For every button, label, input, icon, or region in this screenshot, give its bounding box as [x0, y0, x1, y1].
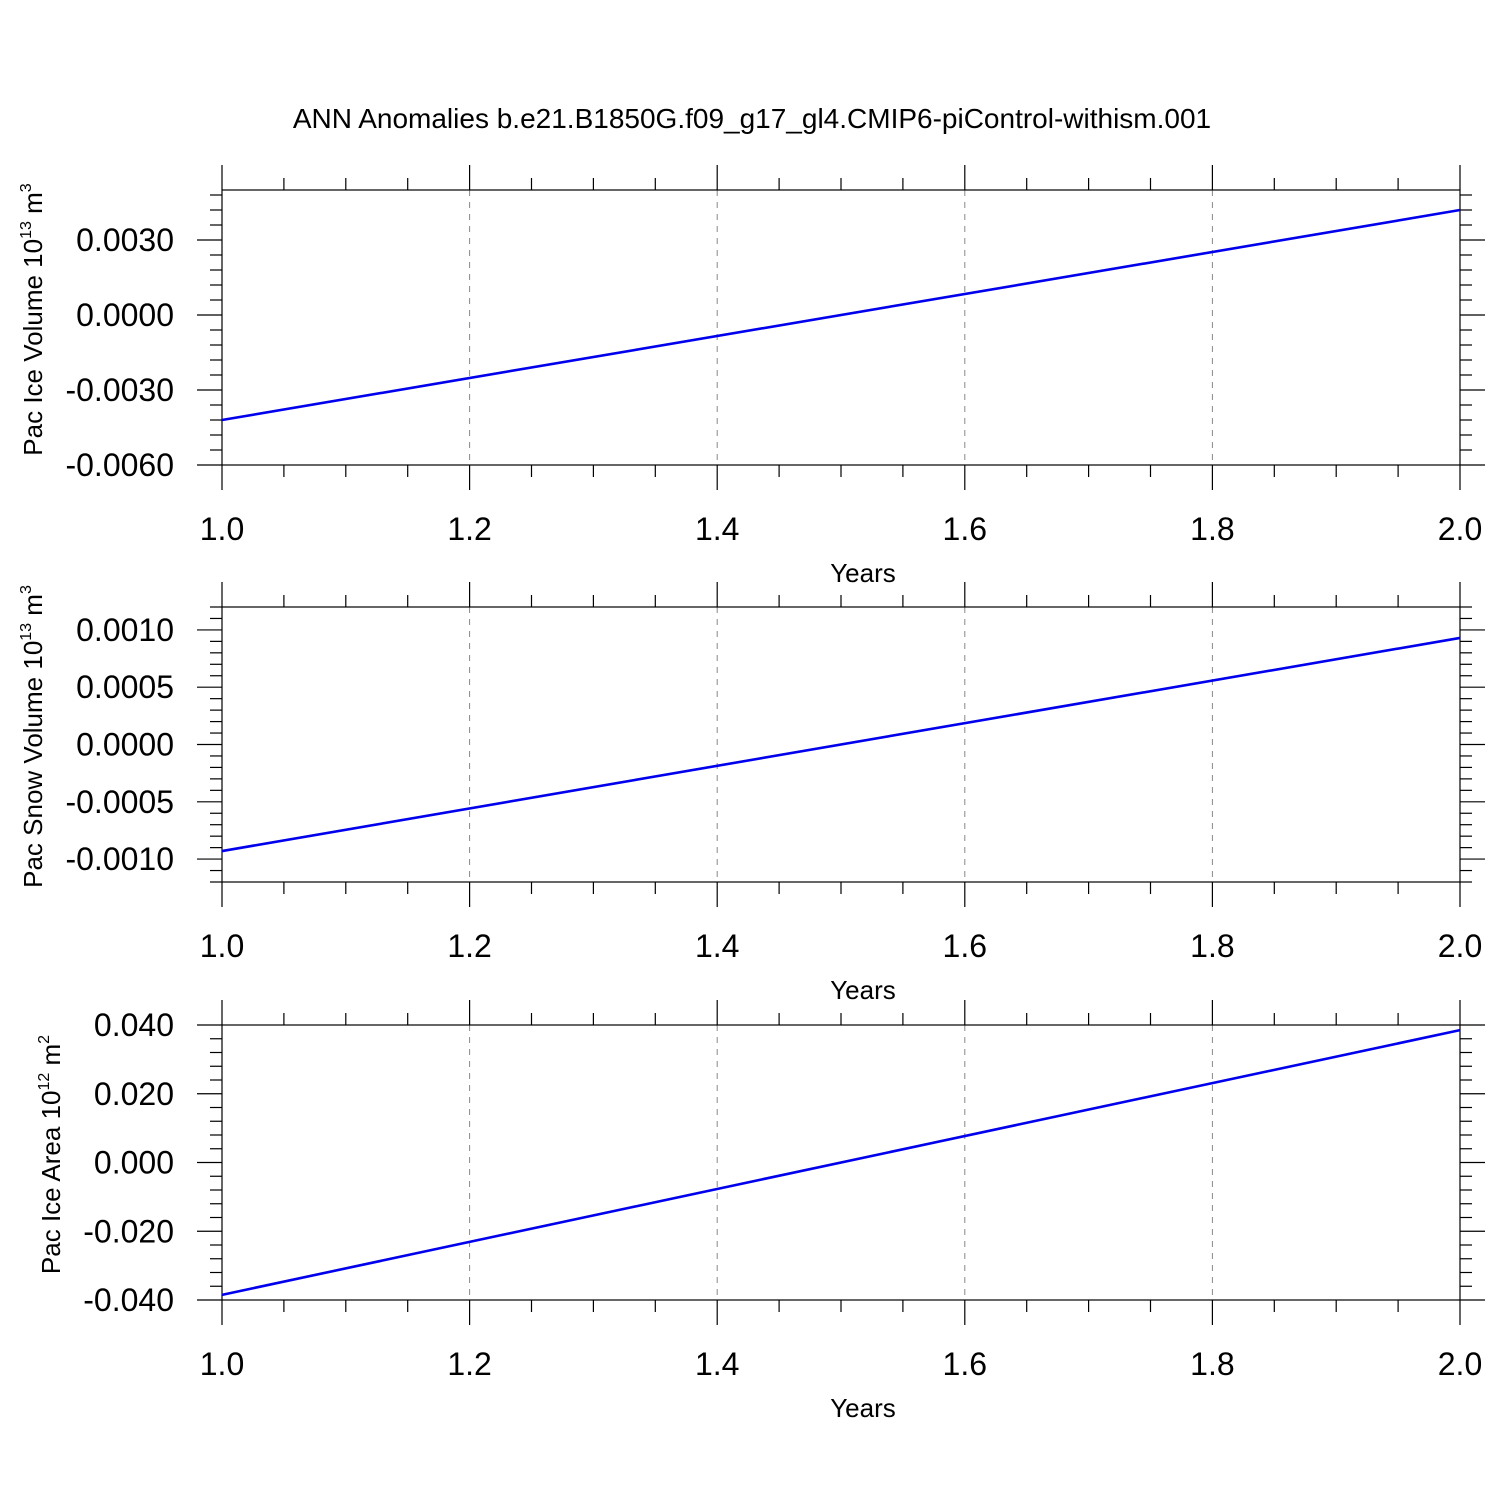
x-tick-label: 1.2: [447, 928, 491, 964]
y-tick-label: 0.0030: [76, 222, 174, 258]
y-axis-label-exponent: 13: [18, 623, 35, 641]
y-axis-label-text: Pac Ice Area 10: [36, 1091, 66, 1275]
y-axis-label-exponent: 13: [18, 221, 35, 239]
x-tick-label: 1.0: [200, 1346, 244, 1382]
y-tick-label: -0.020: [83, 1213, 174, 1249]
y-tick-label: -0.0030: [65, 372, 174, 408]
y-tick-label: 0.020: [94, 1076, 174, 1112]
x-axis-label: Years: [830, 558, 896, 588]
series-line: [221, 1028, 1461, 1297]
y-axis-label-unit-exponent: 2: [36, 1035, 53, 1044]
panel-1: 1.0 1.2 1.4 1.6 1.8 2.0 -0.0060 -0.0030 0.0000 0.…: [18, 165, 1485, 588]
x-tick-label: 1.6: [943, 928, 987, 964]
y-axis-label-text: Pac Snow Volume 10: [18, 641, 48, 888]
y-axis-label-unit-exponent: 3: [18, 585, 35, 594]
x-tick-label: 1.6: [943, 511, 987, 547]
x-tick-label: 1.8: [1190, 1346, 1234, 1382]
y-axis-label: Pac Ice Area 1012 m2: [36, 1035, 66, 1274]
y-tick-label: -0.0010: [65, 841, 174, 877]
y-tick-label: 0.0000: [76, 727, 174, 763]
x-tick-label: 1.8: [1190, 928, 1234, 964]
x-tick-label: 2.0: [1438, 1346, 1482, 1382]
y-tick-label: 0.0005: [76, 669, 174, 705]
panel-3: 1.0 1.2 1.4 1.6 1.8 2.0 -0.040 -0.020 0.000 0.020…: [36, 1000, 1485, 1423]
x-tick-label: 1.8: [1190, 511, 1234, 547]
panels: 1.0 1.2 1.4 1.6 1.8 2.0 -0.0060 -0.0030 0.0000 0.…: [18, 165, 1485, 1423]
x-tick-label: 1.4: [695, 511, 739, 547]
x-tick-label: 1.0: [200, 511, 244, 547]
y-tick-label: -0.0005: [65, 784, 174, 820]
y-tick-label: 0.000: [94, 1145, 174, 1181]
x-tick-label: 1.0: [200, 928, 244, 964]
x-tick-label: 1.6: [943, 1346, 987, 1382]
y-tick-label: -0.040: [83, 1282, 174, 1318]
figure-title: ANN Anomalies b.e21.B1850G.f09_g17_gl4.C…: [293, 103, 1211, 134]
y-axis-label-text: Pac Ice Volume 10: [18, 239, 48, 456]
y-axis-label-unit: m: [18, 192, 48, 221]
x-tick-label: 1.4: [695, 1346, 739, 1382]
y-axis-label: Pac Snow Volume 1013 m3: [18, 585, 48, 888]
y-tick-label: 0.040: [94, 1007, 174, 1043]
series-line: [221, 636, 1461, 853]
y-tick-label: -0.0060: [65, 447, 174, 483]
y-tick-label: 0.0000: [76, 297, 174, 333]
y-axis-label-unit: m: [18, 594, 48, 623]
x-tick-label: 2.0: [1438, 928, 1482, 964]
y-axis-label-exponent: 12: [36, 1073, 53, 1091]
x-tick-label: 1.4: [695, 928, 739, 964]
x-axis-label: Years: [830, 1393, 896, 1423]
y-axis-label: Pac Ice Volume 1013 m3: [18, 183, 48, 456]
series-line: [221, 208, 1461, 422]
x-tick-label: 2.0: [1438, 511, 1482, 547]
y-tick-label: 0.0010: [76, 612, 174, 648]
x-tick-label: 1.2: [447, 511, 491, 547]
x-axis-label: Years: [830, 975, 896, 1005]
panel-2: 1.0 1.2 1.4 1.6 1.8 2.0 -0.0010 -0.0005 0.0000 0.…: [18, 582, 1485, 1005]
y-axis-label-unit-exponent: 3: [18, 183, 35, 192]
y-axis-label-unit: m: [36, 1044, 66, 1073]
x-tick-label: 1.2: [447, 1346, 491, 1382]
